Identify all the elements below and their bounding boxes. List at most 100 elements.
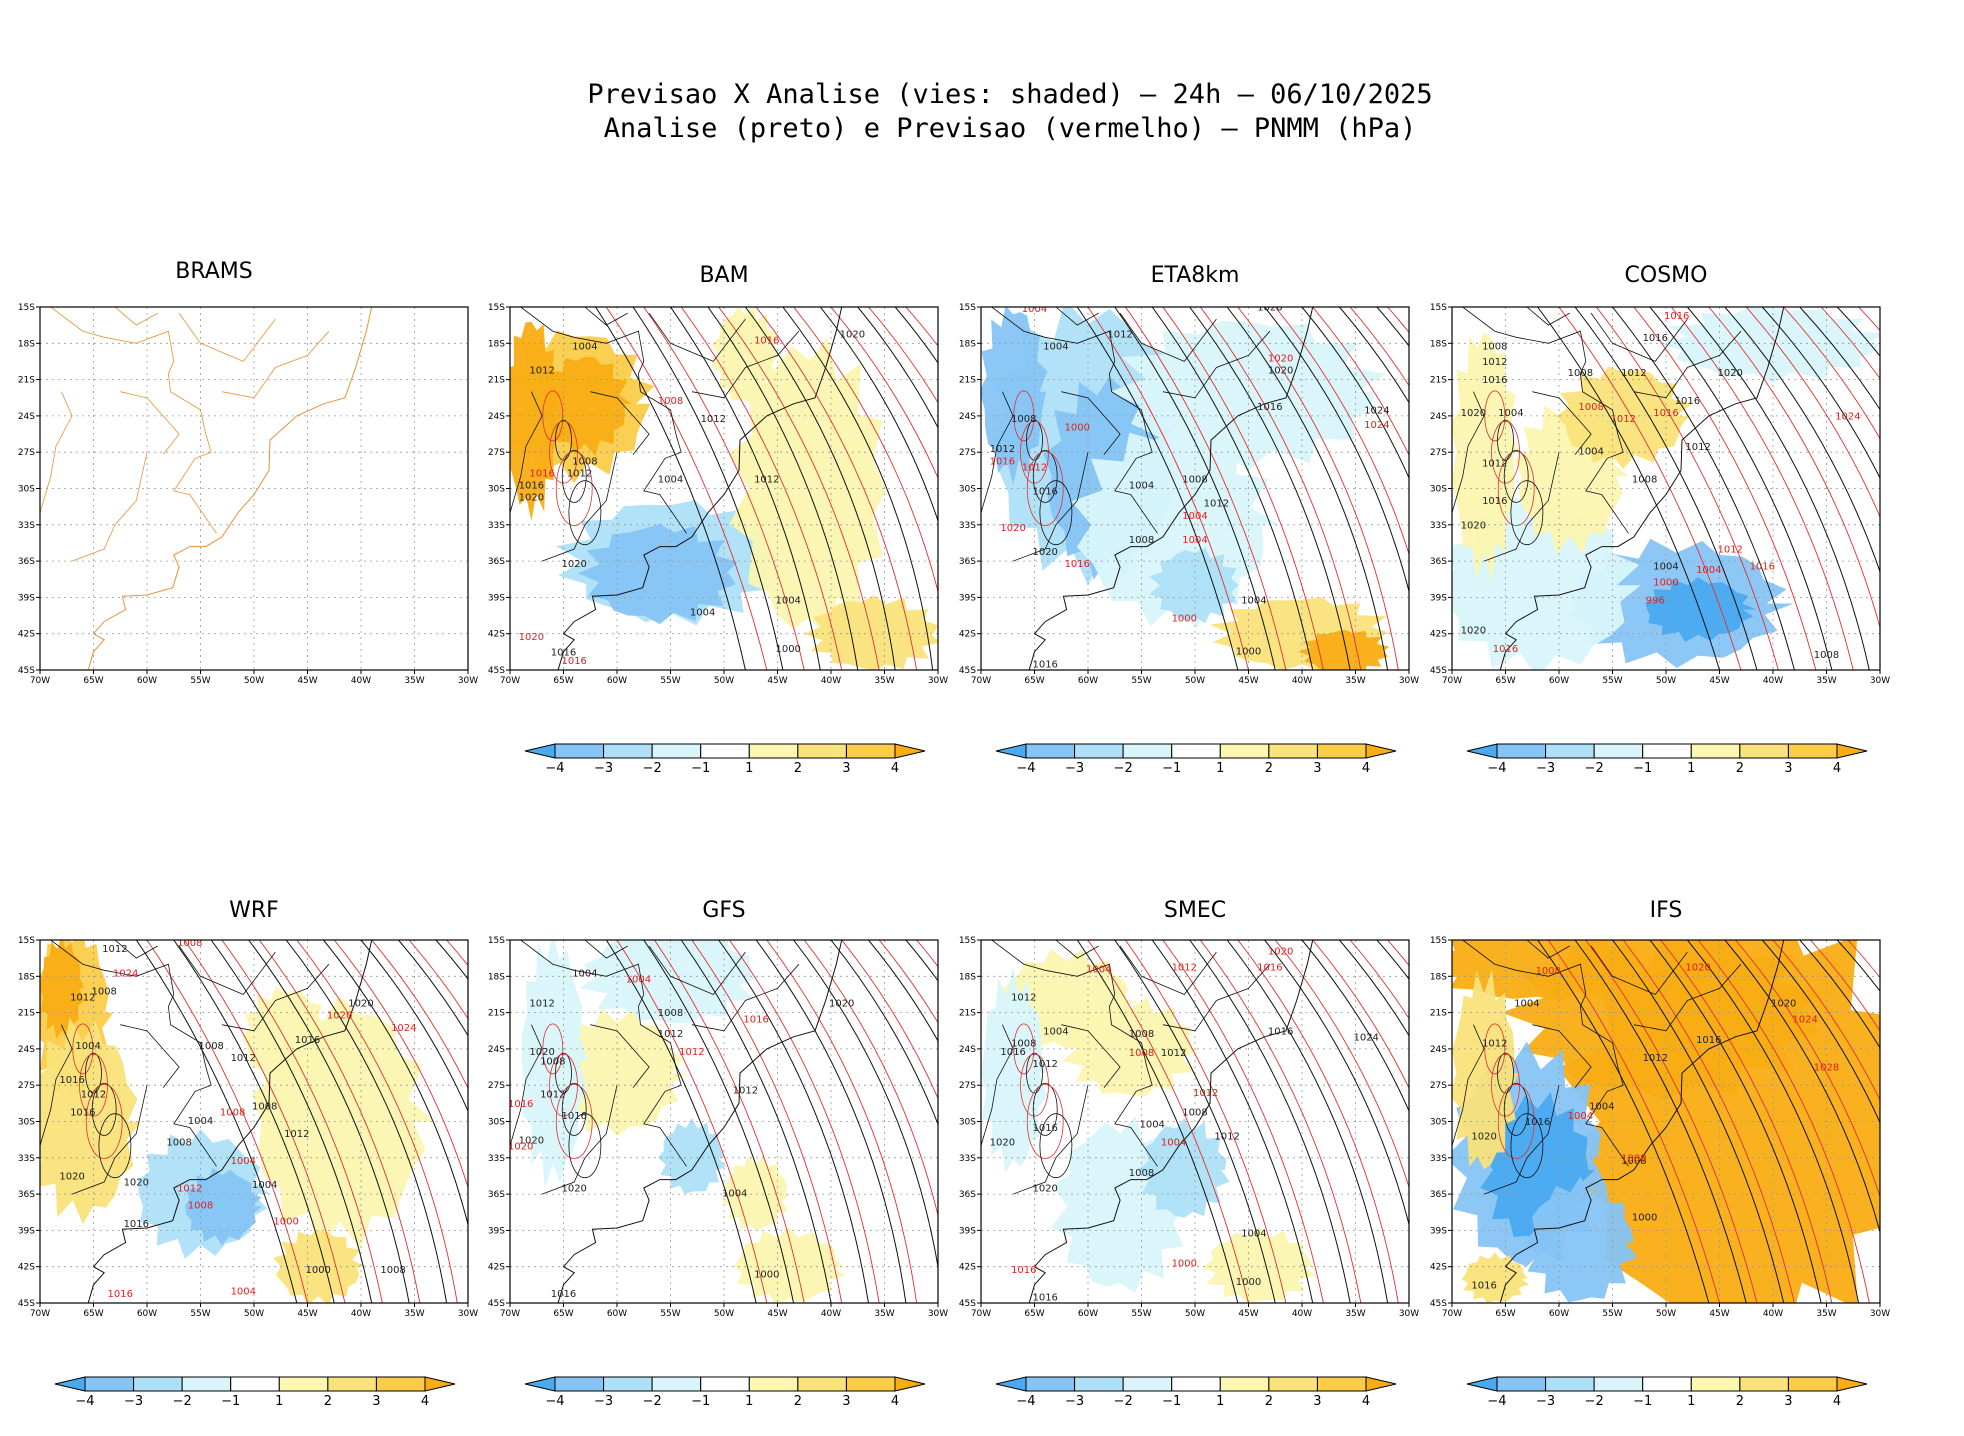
lon-tick-label: 40W: [351, 676, 371, 686]
colorbar-segment: [1122, 743, 1173, 759]
lon-tick-label: 30W: [928, 676, 948, 686]
contour-label-analysis: 1020: [829, 999, 854, 1010]
contour-label-forecast: 1012: [1172, 962, 1197, 973]
lon-tick-label: 65W: [83, 676, 103, 686]
isobar: [1076, 307, 1239, 670]
colorbar-label: 4: [421, 1394, 429, 1409]
isobar: [1026, 1084, 1064, 1159]
colorbar-label: 1: [745, 761, 753, 776]
contour-label-forecast: 1004: [1182, 535, 1207, 546]
isobar: [1199, 307, 1362, 670]
isobar: [782, 307, 934, 670]
lon-tick-label: 50W: [244, 1309, 264, 1319]
isobar: [595, 307, 746, 670]
colorbar-label: −3: [594, 761, 613, 776]
lon-tick-label: 50W: [1656, 1309, 1676, 1319]
colorbar-segment: [230, 1376, 280, 1392]
isobar: [98, 1113, 132, 1179]
lon-tick-label: 55W: [660, 676, 680, 686]
contour-label-forecast: 1004: [231, 1287, 256, 1298]
lat-tick-label: 18S: [18, 972, 35, 982]
isobar: [632, 307, 784, 670]
isobar: [680, 307, 843, 670]
coastline: [557, 940, 843, 1303]
lat-tick-label: 42S: [488, 630, 505, 640]
isobar: [1151, 940, 1314, 1303]
lat-tick-label: 33S: [18, 1154, 35, 1164]
isobar: [221, 940, 383, 1303]
colorbar: −4 −3 −2 −1 1 2 3 4: [1466, 1376, 1868, 1409]
bias-shade: [1556, 366, 1692, 470]
isobar: [1026, 451, 1064, 526]
colorbar-segment: [1593, 743, 1644, 759]
lon-tick-label: 65W: [83, 1309, 103, 1319]
contour-label-forecast: 1016: [990, 456, 1015, 467]
isobar: [1114, 307, 1276, 670]
colorbar-label: 1: [745, 1394, 753, 1409]
contour-label-analysis: 1004: [252, 1180, 277, 1191]
colorbar-segment: [1690, 743, 1741, 759]
contour-label-forecast: 1024: [1792, 1014, 1817, 1025]
lat-tick-label: 24S: [488, 1045, 505, 1055]
colorbar-label: 2: [1736, 1394, 1744, 1409]
contour-label-analysis: 1004: [1514, 999, 1539, 1010]
lat-tick-label: 15S: [959, 303, 976, 313]
isobar: [1574, 940, 1747, 1303]
colorbar-label: −4: [75, 1394, 94, 1409]
isobar: [1039, 1113, 1073, 1179]
panel-brams: BRAMS 15S 18S 21S 24S 27S 30S 33S 36S 39S 42S 45S70…: [18, 259, 478, 686]
contour-label-analysis: 1008: [91, 986, 116, 997]
contour-label-analysis: 1020: [519, 1135, 544, 1146]
lon-tick-label: 30W: [928, 1309, 948, 1319]
border: [648, 312, 746, 362]
isobar: [184, 940, 346, 1303]
isobar: [830, 940, 938, 1126]
border: [1483, 1085, 1560, 1195]
contour-label-analysis: 1008: [252, 1101, 277, 1112]
lat-tick-label: 24S: [959, 412, 976, 422]
lon-tick-label: 65W: [1024, 1309, 1044, 1319]
colorbar-segment: [1171, 743, 1221, 759]
border: [1162, 963, 1271, 1032]
contour-label-forecast: 1016: [529, 468, 554, 479]
colorbar-segment: [1316, 1376, 1367, 1392]
isobar: [408, 940, 468, 1020]
lat-tick-label: 18S: [1430, 972, 1447, 982]
contour-label-forecast: 1004: [1182, 511, 1207, 522]
coastline: [87, 307, 373, 670]
isobar: [819, 307, 938, 523]
isobar: [878, 940, 938, 1024]
lat-tick-label: 45S: [959, 666, 976, 676]
contour-label-forecast: 1004: [626, 974, 651, 985]
contour-label-analysis: 1020: [1268, 366, 1293, 377]
isobar: [1039, 480, 1073, 546]
border: [178, 312, 276, 362]
contour-label-analysis: 1016: [1696, 1035, 1721, 1046]
colorbar-label: −3: [1065, 761, 1084, 776]
colorbar: −4 −3 −2 −1 1 2 3 4: [995, 1376, 1397, 1409]
lat-tick-label: 15S: [488, 936, 505, 946]
isobar: [1484, 390, 1506, 442]
isobar: [1013, 390, 1035, 442]
colorbar-label: −1: [1162, 761, 1181, 776]
panel-title: WRF: [229, 898, 279, 923]
lat-tick-label: 24S: [18, 1045, 35, 1055]
isobar: [1772, 940, 1880, 1101]
lat-tick-label: 21S: [18, 1009, 35, 1019]
coastline: [981, 349, 982, 355]
isobar: [793, 940, 938, 1270]
contour-label-analysis: 1004: [75, 1041, 100, 1052]
isobar: [894, 307, 938, 364]
lon-tick-label: 70W: [30, 676, 50, 686]
contour-label-analysis: 1000: [305, 1265, 330, 1276]
colorbar-label: 1: [1687, 1394, 1695, 1409]
lat-tick-label: 42S: [18, 630, 35, 640]
colorbar-segment: [1219, 1376, 1270, 1392]
border: [510, 1024, 543, 1196]
coastline: [981, 982, 982, 988]
lat-tick-label: 24S: [18, 412, 35, 422]
colorbar-label: 1: [1216, 761, 1224, 776]
contour-label-analysis: 1020: [990, 1138, 1015, 1149]
colorbar-label: −2: [1114, 1394, 1133, 1409]
lat-tick-label: 30S: [959, 485, 976, 495]
